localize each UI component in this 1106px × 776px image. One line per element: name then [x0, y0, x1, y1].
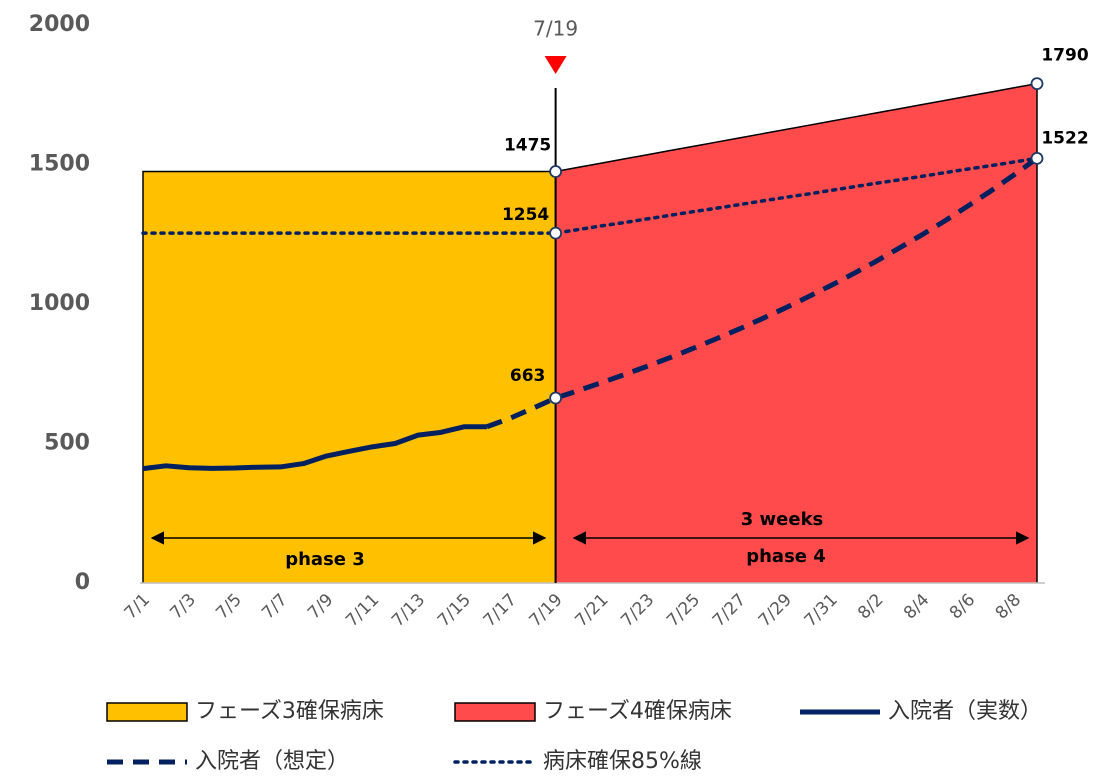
legend-swatch [454, 702, 536, 722]
legend-label: 入院者（想定） [195, 749, 349, 774]
y-tick-label: 1000 [29, 291, 90, 316]
y-tick-label: 500 [44, 431, 90, 456]
point-marker [549, 226, 563, 240]
data-label: 1522 [1041, 128, 1088, 148]
data-label: 1254 [502, 205, 549, 225]
y-tick-label: 1500 [29, 152, 90, 177]
x-tick-label: 7/7 [258, 590, 291, 623]
area-outline [142, 170, 557, 583]
x-tick-label: 7/21 [571, 590, 612, 631]
annotation: 3 weeks [741, 509, 824, 530]
x-tick-label: 8/6 [946, 590, 979, 623]
point-marker [549, 391, 563, 405]
point-marker [1030, 77, 1044, 90]
marker-triangle [544, 56, 567, 74]
point-marker [549, 165, 563, 178]
x-tick-label: 7/23 [617, 590, 658, 631]
data-label: 663 [510, 366, 546, 386]
x-tick-label: 7/29 [755, 590, 796, 631]
x-tick-label: 7/13 [388, 590, 429, 631]
legend-swatch [106, 702, 188, 722]
line [142, 424, 487, 472]
x-tick-label: 7/25 [663, 590, 704, 631]
y-tick-label: 0 [75, 570, 90, 595]
marker-label: 7/19 [533, 17, 578, 41]
line [141, 156, 1039, 235]
x-tick-label: 8/2 [854, 590, 887, 623]
legend-label: フェーズ3確保病床 [195, 699, 384, 724]
area [555, 83, 1037, 583]
x-tick-label: 7/31 [801, 590, 842, 631]
y-tick-label: 2000 [29, 12, 90, 37]
area-outline [554, 82, 1038, 583]
line [485, 156, 1039, 430]
area [143, 171, 556, 583]
x-tick-label: 7/11 [342, 590, 383, 631]
x-tick-label: 8/8 [992, 590, 1025, 623]
annotation: phase 4 [746, 546, 826, 567]
x-tick-label: 7/15 [434, 590, 475, 631]
legend-label: 入院者（実数） [888, 699, 1042, 724]
point-marker [1030, 151, 1044, 165]
x-tick-label: 7/17 [480, 590, 521, 631]
x-tick-label: 8/4 [900, 590, 933, 623]
x-tick-label: 7/1 [121, 590, 154, 623]
x-tick-label: 7/9 [304, 590, 337, 623]
data-label: 1790 [1041, 46, 1088, 66]
data-label: 1475 [504, 135, 551, 155]
x-tick-label: 7/19 [526, 590, 567, 631]
x-tick-label: 7/5 [212, 590, 245, 623]
annotation: phase 3 [285, 549, 365, 570]
x-tick-label: 7/27 [709, 590, 750, 631]
legend-label: フェーズ4確保病床 [543, 699, 732, 724]
legend-label: 病床確保85%線 [543, 749, 702, 774]
x-tick-label: 7/3 [166, 590, 199, 623]
